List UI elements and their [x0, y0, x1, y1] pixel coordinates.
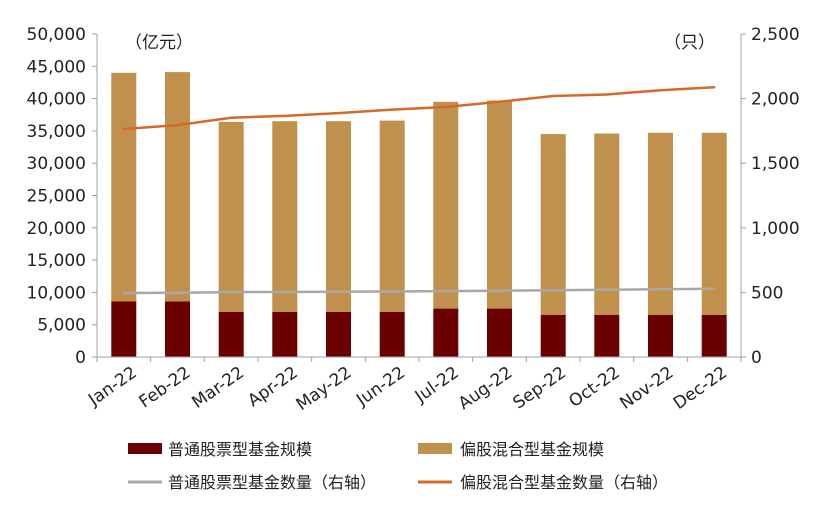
bar-series-0-May-22 [326, 311, 351, 357]
x-tick-label-Apr-22: Apr-22 [244, 363, 301, 412]
x-tick-label-Nov-22: Nov-22 [616, 363, 677, 414]
line-point-series-2-Aug-22 [498, 289, 501, 292]
legend-swatch-series-1 [418, 443, 452, 454]
bar-series-1-Mar-22 [218, 121, 244, 312]
legend-label-series-3: 偏股混合型基金数量（右轴） [460, 473, 668, 492]
bar-series-0-Feb-22 [165, 301, 190, 357]
line-point-series-2-Oct-22 [605, 288, 608, 291]
bar-series-0-Mar-22 [218, 311, 244, 357]
bars-layer [111, 72, 727, 357]
bar-series-0-Jul-22 [433, 308, 459, 357]
left-axis-unit: （亿元） [125, 33, 193, 53]
line-point-series-2-Apr-22 [283, 290, 286, 294]
line-point-series-2-Dec-22 [713, 287, 716, 290]
line-point-series-2-Jan-22 [122, 291, 126, 295]
legend: 普通股票型基金规模 偏股混合型基金规模 普通股票型基金数量（右轴） 偏股混合型基… [128, 440, 668, 492]
bar-series-0-Sep-22 [540, 315, 566, 357]
legend-swatch-series-0 [128, 443, 162, 454]
bar-series-0-Apr-22 [272, 311, 298, 357]
left-tick-label: 5,000 [37, 316, 86, 336]
line-series-2 [123, 287, 715, 295]
line-point-series-2-Feb-22 [176, 291, 179, 294]
right-tick-label: 2,000 [751, 90, 800, 110]
right-tick-label: 1,500 [751, 154, 800, 174]
line-point-series-3-Dec-22 [713, 86, 716, 89]
line-point-series-2-Nov-22 [659, 288, 662, 291]
x-tick-label-Jul-22: Jul-22 [411, 363, 463, 408]
bar-series-1-May-22 [326, 121, 351, 312]
x-tick-label-Jun-22: Jun-22 [352, 363, 409, 411]
x-tick-label-Oct-22: Oct-22 [565, 363, 623, 412]
bar-series-0-Jan-22 [111, 301, 137, 357]
bar-series-1-Feb-22 [165, 72, 190, 302]
left-tick-label: 40,000 [27, 90, 86, 110]
left-tick-label: 25,000 [27, 187, 86, 207]
x-tick-label-Mar-22: Mar-22 [188, 363, 248, 413]
x-tick-label-May-22: May-22 [293, 363, 356, 415]
left-tick-label: 45,000 [27, 57, 86, 77]
left-tick-label: 20,000 [27, 219, 86, 239]
x-tick-label-Dec-22: Dec-22 [670, 363, 731, 414]
bar-series-1-Sep-22 [540, 134, 566, 315]
bar-series-1-Oct-22 [594, 133, 620, 315]
right-tick-label: 500 [751, 283, 783, 303]
bar-series-0-Aug-22 [487, 308, 512, 357]
line-point-series-3-May-22 [337, 111, 340, 115]
right-tick-label: 1,000 [751, 219, 800, 239]
line-point-series-3-Sep-22 [552, 94, 555, 98]
bar-series-0-Oct-22 [594, 315, 620, 357]
left-tick-label: 10,000 [27, 283, 86, 303]
left-tick-label: 15,000 [27, 251, 86, 271]
bar-series-0-Jun-22 [379, 311, 405, 357]
line-point-series-2-Mar-22 [230, 290, 233, 294]
left-tick-label: 30,000 [27, 154, 86, 174]
right-tick-label: 0 [751, 348, 762, 368]
bar-series-1-Dec-22 [701, 132, 727, 315]
left-tick-label: 35,000 [27, 122, 86, 142]
x-tick-label-Sep-22: Sep-22 [510, 363, 570, 414]
line-point-series-3-Mar-22 [230, 116, 233, 119]
line-point-series-2-May-22 [337, 290, 340, 293]
line-point-series-2-Sep-22 [552, 289, 555, 292]
line-point-series-3-Apr-22 [283, 114, 286, 118]
bar-series-0-Nov-22 [648, 315, 673, 357]
lines-layer [122, 85, 716, 295]
bar-series-1-Jul-22 [433, 101, 459, 309]
legend-label-series-0: 普通股票型基金规模 [168, 440, 312, 459]
axes-layer [92, 33, 746, 362]
line-point-series-3-Feb-22 [176, 123, 179, 127]
left-tick-label: 0 [75, 348, 86, 368]
x-tick-label-Aug-22: Aug-22 [455, 363, 516, 414]
x-tick-label-Jan-22: Jan-22 [84, 363, 141, 411]
line-point-series-3-Nov-22 [659, 89, 662, 92]
right-axis-unit: （只） [664, 33, 715, 53]
bar-series-1-Apr-22 [272, 121, 298, 312]
bar-series-1-Jan-22 [111, 72, 137, 302]
bar-series-1-Jun-22 [379, 120, 405, 312]
bar-series-0-Dec-22 [701, 315, 727, 357]
line-point-series-2-Jun-22 [391, 290, 394, 293]
legend-label-series-2: 普通股票型基金数量（右轴） [168, 473, 376, 492]
line-point-series-3-Aug-22 [498, 100, 501, 104]
right-tick-label: 2,500 [751, 25, 800, 45]
legend-label-series-1: 偏股混合型基金规模 [460, 440, 604, 459]
bar-series-1-Nov-22 [648, 132, 673, 315]
x-tick-label-Feb-22: Feb-22 [135, 363, 194, 413]
line-point-series-3-Jun-22 [391, 108, 394, 111]
left-tick-label: 50,000 [27, 25, 86, 45]
bar-series-1-Aug-22 [487, 100, 512, 309]
line-point-series-3-Jan-22 [122, 127, 126, 131]
line-point-series-2-Jul-22 [444, 289, 447, 293]
line-point-series-3-Oct-22 [605, 93, 608, 96]
line-point-series-3-Jul-22 [444, 105, 447, 109]
line-series-3 [123, 85, 715, 131]
